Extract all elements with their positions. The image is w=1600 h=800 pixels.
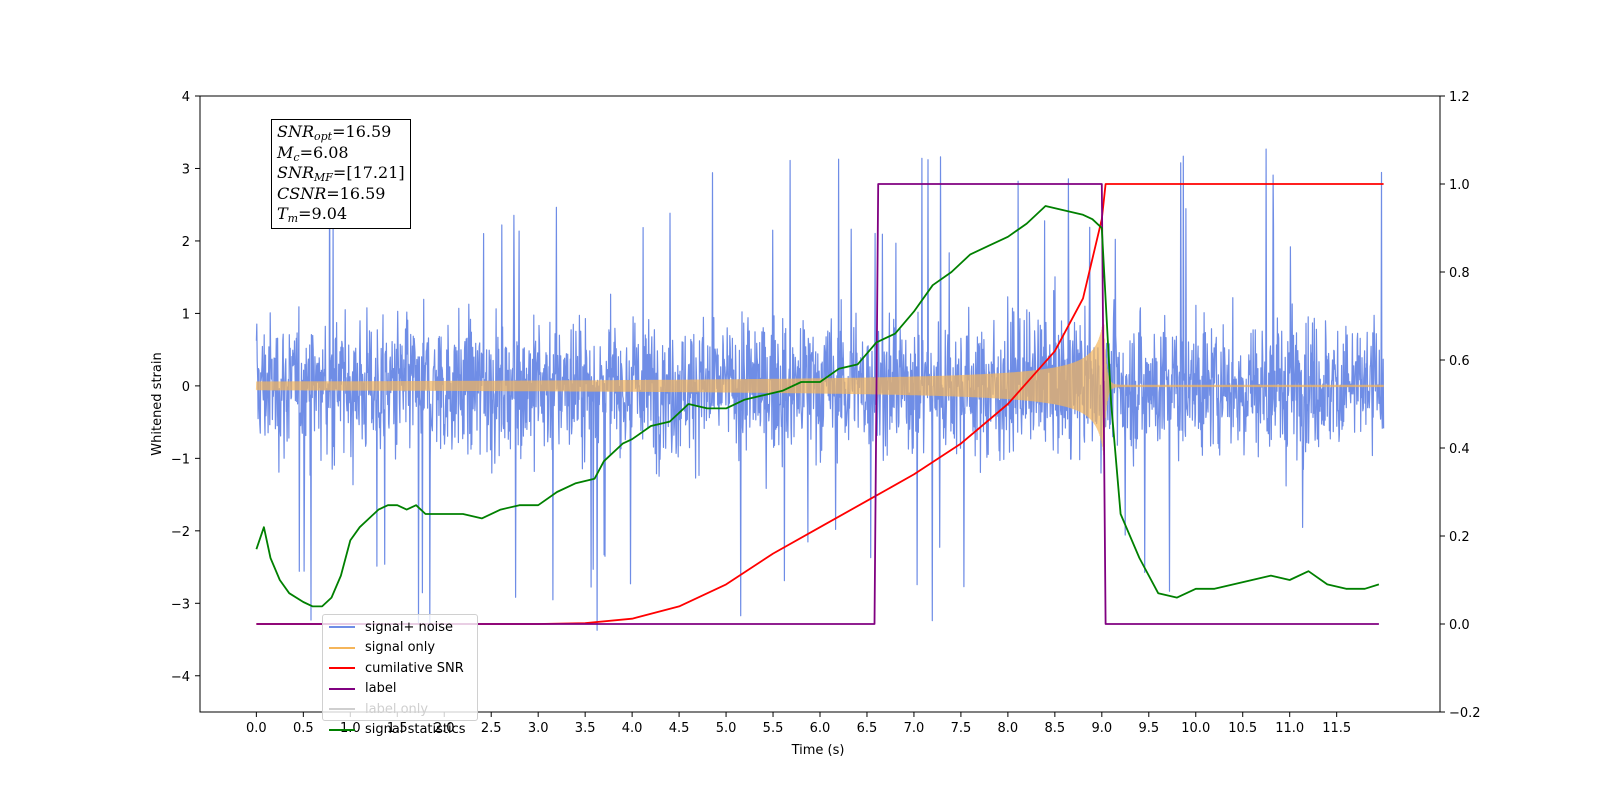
legend-label: label	[365, 681, 397, 697]
annotation-symbol: SNR	[277, 163, 315, 182]
annotation-line: Mc=6.08	[277, 143, 405, 164]
y-tick-label: 0	[182, 380, 190, 395]
legend-label: signal only	[365, 640, 436, 656]
legend-label: cumilative SNR	[365, 660, 464, 676]
y2-tick-label: 1.2	[1449, 90, 1470, 105]
x-tick-label: 11.5	[1322, 721, 1351, 736]
annotation-subscript: m	[287, 212, 299, 225]
y2-tick-label: −0.2	[1449, 706, 1481, 721]
x-tick-label: 7.5	[951, 721, 972, 736]
series-signal-noise-line	[255, 142, 1385, 631]
x-tick-label: 3.5	[575, 721, 596, 736]
legend-swatch	[329, 708, 355, 711]
legend-swatch	[329, 728, 355, 731]
x-tick-label: 1.0	[340, 721, 361, 736]
y-tick-label: −3	[171, 597, 190, 612]
y2-tick-label: 0.4	[1449, 442, 1470, 457]
annotation-subscript: c	[293, 150, 300, 164]
legend-item-cumilative-snr: cumilative SNR	[329, 658, 477, 679]
x-tick-label: 7.0	[904, 721, 925, 736]
x-tick-label: 4.5	[669, 721, 690, 736]
y2-tick-label: 0.0	[1449, 618, 1470, 633]
series-signal-statistics-line	[255, 205, 1380, 608]
legend-label: label only	[365, 701, 429, 717]
x-tick-label: 2.0	[434, 721, 455, 736]
x-tick-label: 2.5	[481, 721, 502, 736]
x-axis-label: Time (s)	[791, 743, 845, 758]
x-tick-label: 6.5	[857, 721, 878, 736]
legend-label: signal statistics	[365, 722, 466, 738]
annotation-line: SNRopt=16.59	[277, 122, 405, 143]
annotation-line: SNRMF=[17.21]	[277, 163, 405, 184]
annotation-symbol: M	[277, 142, 294, 162]
x-tick-label: 5.5	[763, 721, 784, 736]
y-axis-right: 1.2 1.0 0.8 0.6 0.4 0.2 0.0 −0.2	[1440, 90, 1481, 721]
legend-item-label-only: label only	[329, 699, 477, 720]
annotation-value: =6.08	[299, 142, 349, 162]
series-label-line	[256, 183, 1379, 625]
y-axis-left: 4 3 2 1 0 −1 −2 −3 −4	[171, 90, 200, 685]
legend: signal+ noise signal only cumilative SNR la…	[322, 614, 478, 737]
x-tick-label: 10.5	[1228, 721, 1257, 736]
legend-label: signal+ noise	[365, 619, 454, 635]
y-tick-label: 4	[182, 90, 190, 105]
y2-tick-label: 0.2	[1449, 530, 1470, 545]
y-tick-label: 1	[182, 307, 190, 322]
x-tick-label: 0.0	[246, 721, 267, 736]
y-tick-label: −4	[171, 670, 190, 685]
annotation-subscript: MF	[314, 171, 333, 184]
series-layer	[255, 142, 1385, 631]
legend-swatch	[329, 687, 355, 690]
annotation-value: =9.04	[298, 204, 348, 223]
annotation-symbol: SNR	[277, 122, 315, 141]
y-tick-label: −2	[171, 525, 190, 540]
y-tick-label: 3	[182, 162, 190, 177]
x-tick-label: 3.0	[528, 721, 549, 736]
x-tick-label: 9.5	[1138, 721, 1159, 736]
annotation-symbol: CSNR	[277, 183, 327, 203]
y-tick-label: 2	[182, 235, 190, 250]
annotation-symbol: T	[277, 204, 288, 223]
legend-swatch	[329, 667, 355, 670]
annotation-value: =16.59	[332, 122, 392, 141]
x-tick-label: 11.0	[1275, 721, 1304, 736]
x-tick-label: 8.0	[998, 721, 1019, 736]
annotation-line: CSNR=16.59	[277, 184, 405, 205]
y-axis-label: Whitened strain	[150, 352, 165, 455]
x-tick-label: 4.0	[622, 721, 643, 736]
y2-tick-label: 0.6	[1449, 354, 1470, 369]
legend-swatch	[329, 626, 355, 629]
x-tick-label: 1.5	[387, 721, 408, 736]
legend-item-signal-statistics: signal statistics	[329, 720, 477, 741]
x-tick-label: 6.0	[810, 721, 831, 736]
y2-tick-label: 0.8	[1449, 266, 1470, 281]
y-tick-label: −1	[171, 452, 190, 467]
legend-item-label: label	[329, 679, 477, 700]
x-tick-label: 5.0	[716, 721, 737, 736]
annotation-line: Tm=9.04	[277, 204, 405, 225]
x-tick-label: 10.0	[1181, 721, 1210, 736]
x-tick-label: 8.5	[1045, 721, 1066, 736]
series-signal-only-line	[255, 318, 1385, 456]
annotation-value: =[17.21]	[332, 163, 405, 182]
legend-item-signal-only: signal only	[329, 638, 477, 659]
x-tick-label: 9.0	[1091, 721, 1112, 736]
x-axis: 0.0 0.5 1.0 1.5 2.0 2.5 3.0 3.5 4.0 4.5 5.0 5.5 6.0 6…	[246, 712, 1351, 736]
legend-item-signal-noise: signal+ noise	[329, 617, 477, 638]
annotation-subscript: opt	[314, 130, 333, 143]
series-cumilative-snr-line	[256, 183, 1384, 625]
legend-swatch	[329, 646, 355, 649]
metrics-annotation-box: SNRopt=16.59 Mc=6.08 SNRMF=[17.21] CSNR=16.…	[271, 119, 411, 229]
annotation-value: =16.59	[326, 183, 386, 203]
y2-tick-label: 1.0	[1449, 178, 1470, 193]
x-tick-label: 0.5	[293, 721, 314, 736]
